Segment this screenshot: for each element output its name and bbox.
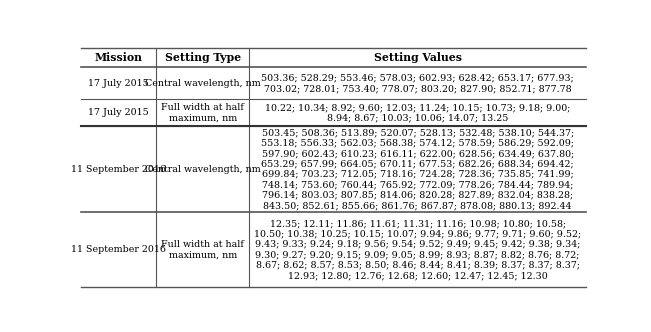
Text: 17 July 2015: 17 July 2015 bbox=[89, 108, 149, 117]
Text: Setting Type: Setting Type bbox=[165, 52, 241, 63]
Text: 11 September 2016: 11 September 2016 bbox=[71, 245, 166, 254]
Text: 12.35; 12.11; 11.86; 11.61; 11.31; 11.16; 10.98; 10.80; 10.58;
10.50; 10.38; 10.: 12.35; 12.11; 11.86; 11.61; 11.31; 11.16… bbox=[254, 219, 581, 280]
Text: Full width at half
maximum, nm: Full width at half maximum, nm bbox=[161, 103, 244, 123]
Text: 503.36; 528.29; 553.46; 578.03; 602.93; 628.42; 653.17; 677.93;
703.02; 728.01; : 503.36; 528.29; 553.46; 578.03; 602.93; … bbox=[261, 74, 574, 93]
Text: 503.45; 508.36; 513.89; 520.07; 528.13; 532.48; 538.10; 544.37;
553.18; 556.33; : 503.45; 508.36; 513.89; 520.07; 528.13; … bbox=[261, 128, 574, 210]
Text: Full width at half
maximum, nm: Full width at half maximum, nm bbox=[161, 240, 244, 259]
Text: Central wavelength, nm: Central wavelength, nm bbox=[145, 79, 260, 88]
Text: 17 July 2015: 17 July 2015 bbox=[89, 79, 149, 88]
Text: Mission: Mission bbox=[95, 52, 143, 63]
Text: Central wavelength, nm: Central wavelength, nm bbox=[145, 165, 260, 174]
Text: 11 September 2016: 11 September 2016 bbox=[71, 165, 166, 174]
Text: 10.22; 10.34; 8.92; 9.60; 12.03; 11.24; 10.15; 10.73; 9.18; 9.00;
8.94; 8.67; 10: 10.22; 10.34; 8.92; 9.60; 12.03; 11.24; … bbox=[265, 103, 570, 123]
Text: Setting Values: Setting Values bbox=[374, 52, 462, 63]
